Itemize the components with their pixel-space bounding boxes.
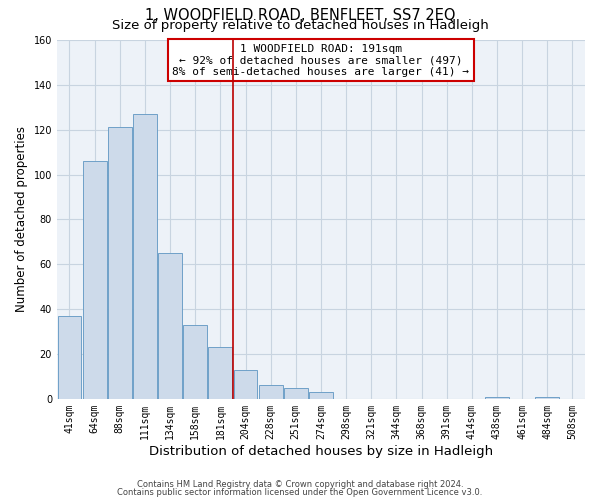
Text: Contains HM Land Registry data © Crown copyright and database right 2024.: Contains HM Land Registry data © Crown c… [137, 480, 463, 489]
Bar [259, 386, 283, 399]
Text: 1, WOODFIELD ROAD, BENFLEET, SS7 2EQ: 1, WOODFIELD ROAD, BENFLEET, SS7 2EQ [145, 8, 455, 22]
Text: 1 WOODFIELD ROAD: 191sqm
← 92% of detached houses are smaller (497)
8% of semi-d: 1 WOODFIELD ROAD: 191sqm ← 92% of detach… [172, 44, 469, 77]
Bar [535, 396, 559, 399]
Bar [158, 253, 182, 399]
Y-axis label: Number of detached properties: Number of detached properties [15, 126, 28, 312]
Bar [83, 161, 107, 399]
Bar [485, 396, 509, 399]
Text: Contains public sector information licensed under the Open Government Licence v3: Contains public sector information licen… [118, 488, 482, 497]
Bar [58, 316, 82, 399]
Bar [208, 348, 232, 399]
Bar [133, 114, 157, 399]
Bar [233, 370, 257, 399]
Bar [284, 388, 308, 399]
Text: Size of property relative to detached houses in Hadleigh: Size of property relative to detached ho… [112, 18, 488, 32]
X-axis label: Distribution of detached houses by size in Hadleigh: Distribution of detached houses by size … [149, 444, 493, 458]
Bar [309, 392, 333, 399]
Bar [183, 325, 207, 399]
Bar [108, 128, 132, 399]
